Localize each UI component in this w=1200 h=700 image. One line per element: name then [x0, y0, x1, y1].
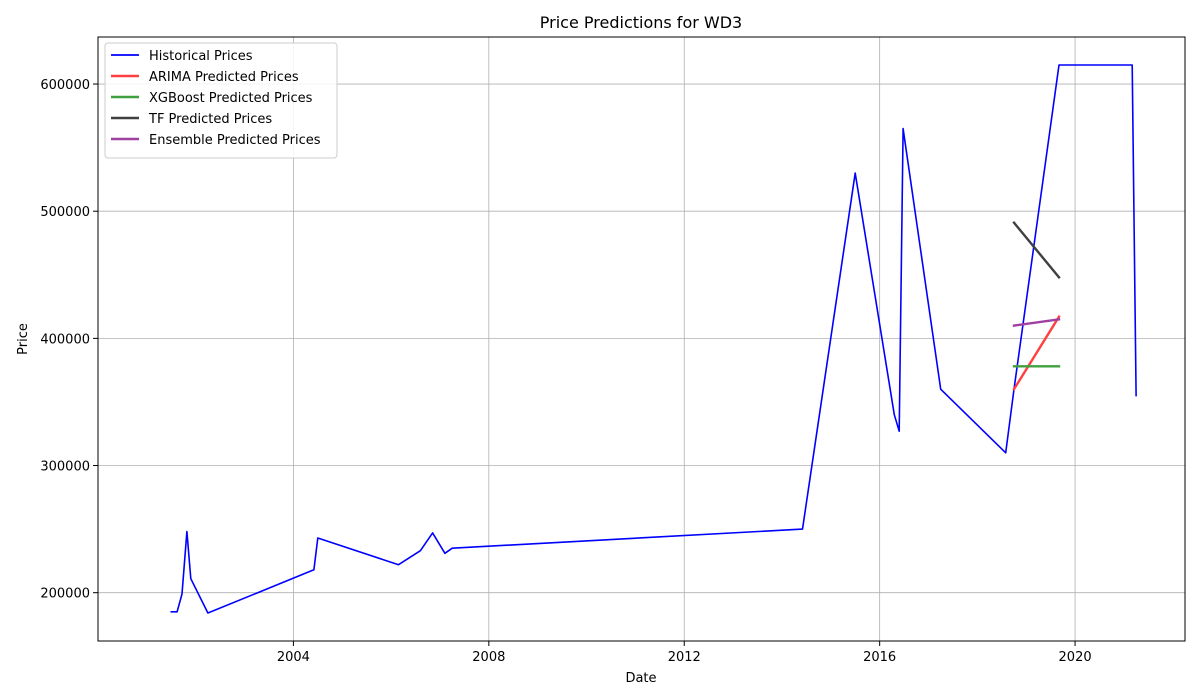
legend-entry: XGBoost Predicted Prices: [149, 91, 313, 106]
series-line-arima-predicted-prices: [1012, 315, 1061, 391]
y-tick-label: 400000: [40, 332, 90, 347]
chart-title: Price Predictions for WD3: [540, 13, 742, 32]
y-axis: 200000 300000 400000 500000 600000: [40, 78, 98, 602]
legend-entry: TF Predicted Prices: [148, 112, 272, 127]
series-line-historical-prices: [170, 64, 1137, 614]
legend-entry: Historical Prices: [149, 49, 253, 64]
x-axis: 2004 2008 2012 2016 2020: [277, 641, 1092, 665]
x-tick-label: 2008: [472, 650, 505, 665]
y-tick-label: 300000: [40, 460, 90, 475]
grid-lines: [98, 37, 1185, 641]
series-layer: [170, 64, 1137, 614]
legend-box: [104, 42, 338, 159]
series-line-ensemble-predicted-prices: [1012, 317, 1061, 327]
x-tick-label: 2004: [277, 650, 310, 665]
x-tick-label: 2012: [668, 650, 701, 665]
y-tick-label: 500000: [40, 205, 90, 220]
legend: Historical Prices ARIMA Predicted Prices X…: [104, 42, 338, 159]
series-line-tf-predicted-prices: [1012, 221, 1061, 279]
x-axis-label: Date: [625, 671, 656, 686]
x-tick-label: 2020: [1059, 650, 1092, 665]
y-tick-label: 600000: [40, 78, 90, 93]
plot-frame: [97, 36, 1186, 642]
y-tick-label: 200000: [40, 587, 90, 602]
legend-entry: ARIMA Predicted Prices: [149, 70, 299, 85]
legend-entry: Ensemble Predicted Prices: [149, 133, 321, 148]
y-axis-label: Price: [16, 323, 31, 355]
x-tick-label: 2016: [863, 650, 896, 665]
